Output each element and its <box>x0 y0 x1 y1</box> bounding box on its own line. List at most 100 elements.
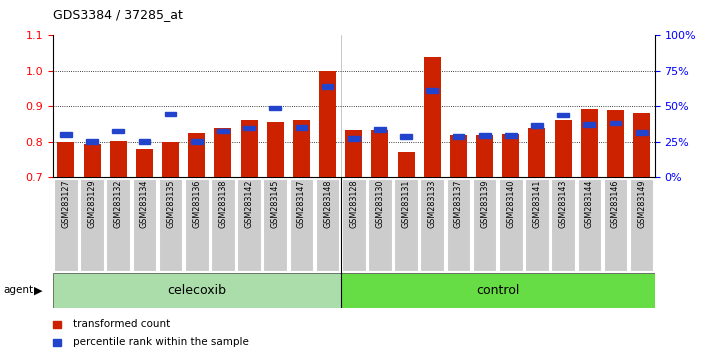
Text: control: control <box>476 284 520 297</box>
Bar <box>400 134 412 139</box>
Bar <box>322 85 334 89</box>
Bar <box>54 179 77 271</box>
Bar <box>319 71 336 177</box>
Bar <box>53 273 341 308</box>
Text: GSM283134: GSM283134 <box>140 180 149 228</box>
Bar <box>243 126 255 131</box>
Text: GSM283128: GSM283128 <box>349 180 358 228</box>
Bar <box>499 179 522 271</box>
Bar <box>165 112 177 116</box>
Bar <box>86 139 98 144</box>
Text: GSM283148: GSM283148 <box>323 180 332 228</box>
Text: GSM283141: GSM283141 <box>532 180 541 228</box>
Text: GSM283144: GSM283144 <box>585 180 593 228</box>
Bar <box>113 129 124 133</box>
Bar <box>577 179 601 271</box>
Bar <box>398 152 415 177</box>
Bar <box>502 134 520 177</box>
Bar <box>296 125 308 130</box>
Bar <box>529 128 546 177</box>
Bar <box>162 142 179 177</box>
Bar <box>188 133 206 177</box>
Bar <box>420 179 444 271</box>
Bar <box>106 179 130 271</box>
Text: transformed count: transformed count <box>73 319 170 329</box>
Bar <box>446 179 470 271</box>
Bar <box>263 179 287 271</box>
Text: GSM283136: GSM283136 <box>192 180 201 228</box>
Bar <box>525 179 548 271</box>
Bar <box>132 179 156 271</box>
Bar <box>241 120 258 177</box>
Bar <box>479 133 491 137</box>
Bar <box>185 179 208 271</box>
Bar <box>630 179 653 271</box>
Bar <box>139 139 150 144</box>
Text: GDS3384 / 37285_at: GDS3384 / 37285_at <box>53 8 182 21</box>
Text: GSM283140: GSM283140 <box>506 180 515 228</box>
Bar <box>581 109 598 177</box>
Text: GSM283131: GSM283131 <box>401 180 410 228</box>
Bar <box>453 134 465 139</box>
Bar <box>551 179 575 271</box>
Text: ▶: ▶ <box>34 285 42 295</box>
Text: GSM283138: GSM283138 <box>218 180 227 228</box>
Bar <box>289 179 313 271</box>
Text: agent: agent <box>4 285 34 295</box>
Text: GSM283133: GSM283133 <box>428 180 436 228</box>
Bar <box>110 141 127 177</box>
Bar <box>136 149 153 177</box>
Bar <box>270 105 281 110</box>
Text: GSM283143: GSM283143 <box>558 180 567 228</box>
Bar <box>368 179 391 271</box>
Bar <box>211 179 234 271</box>
Bar <box>293 120 310 177</box>
Bar <box>555 120 572 177</box>
Bar <box>633 113 650 177</box>
Bar <box>372 130 389 177</box>
Text: GSM283142: GSM283142 <box>244 180 253 228</box>
Bar <box>610 120 622 125</box>
Bar <box>159 179 182 271</box>
Bar <box>345 130 363 177</box>
Bar <box>476 135 493 177</box>
Bar <box>450 135 467 177</box>
Bar <box>215 128 232 177</box>
Bar <box>342 179 365 271</box>
Bar <box>60 132 72 137</box>
Bar <box>427 88 438 93</box>
Bar <box>84 144 101 177</box>
Bar <box>316 179 339 271</box>
Bar <box>58 142 75 177</box>
Bar <box>374 127 386 132</box>
Bar <box>424 57 441 177</box>
Text: celecoxib: celecoxib <box>168 284 226 297</box>
Bar <box>604 179 627 271</box>
Bar <box>341 273 655 308</box>
Bar <box>531 124 543 128</box>
Text: GSM283149: GSM283149 <box>637 180 646 228</box>
Text: GSM283139: GSM283139 <box>480 180 489 228</box>
Bar <box>237 179 261 271</box>
Text: GSM283145: GSM283145 <box>271 180 279 228</box>
Bar <box>348 136 360 141</box>
Bar <box>473 179 496 271</box>
Bar <box>191 139 203 144</box>
Text: GSM283130: GSM283130 <box>375 180 384 228</box>
Text: GSM283147: GSM283147 <box>297 180 306 228</box>
Bar <box>217 129 229 133</box>
Text: GSM283127: GSM283127 <box>61 180 70 228</box>
Bar <box>558 113 569 118</box>
Bar <box>80 179 103 271</box>
Bar <box>584 122 595 127</box>
Text: GSM283135: GSM283135 <box>166 180 175 228</box>
Text: GSM283129: GSM283129 <box>87 180 96 228</box>
Bar <box>636 130 648 135</box>
Bar <box>394 179 418 271</box>
Text: percentile rank within the sample: percentile rank within the sample <box>73 337 249 348</box>
Bar <box>267 122 284 177</box>
Text: GSM283146: GSM283146 <box>611 180 620 228</box>
Bar <box>607 110 624 177</box>
Text: GSM283132: GSM283132 <box>114 180 122 228</box>
Bar <box>505 133 517 137</box>
